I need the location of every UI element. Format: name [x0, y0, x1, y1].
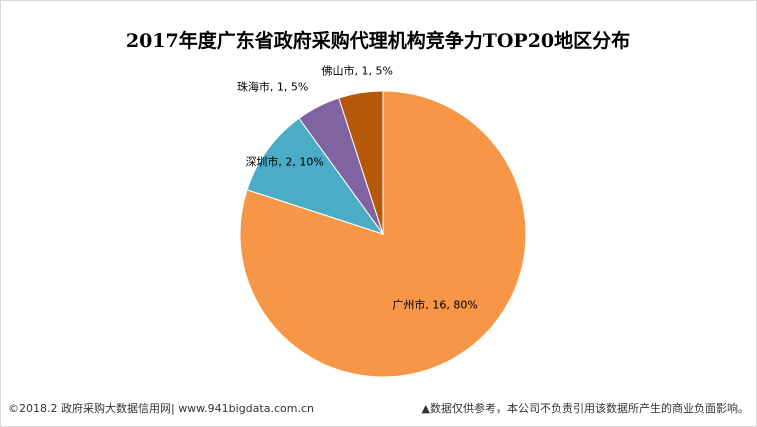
data-label: 广州市, 16, 80%: [392, 298, 477, 312]
data-label: 珠海市, 1, 5%: [237, 79, 308, 93]
source: ©2018.2 政府采购大数据信用网| www.941bigdata.com.c…: [8, 401, 314, 415]
data-label: 深圳市, 2, 10%: [245, 155, 323, 169]
pie-slice: [246, 117, 385, 235]
pie-slice: [338, 90, 384, 235]
data-label: 佛山市, 1, 5%: [322, 64, 393, 78]
chart-title: 2017年度广东省政府采购代理机构竞争力TOP20地区分布: [126, 29, 630, 52]
note: ▲数据仅供参考，本公司不负责引用该数据所产生的商业负面影响。: [422, 401, 749, 415]
